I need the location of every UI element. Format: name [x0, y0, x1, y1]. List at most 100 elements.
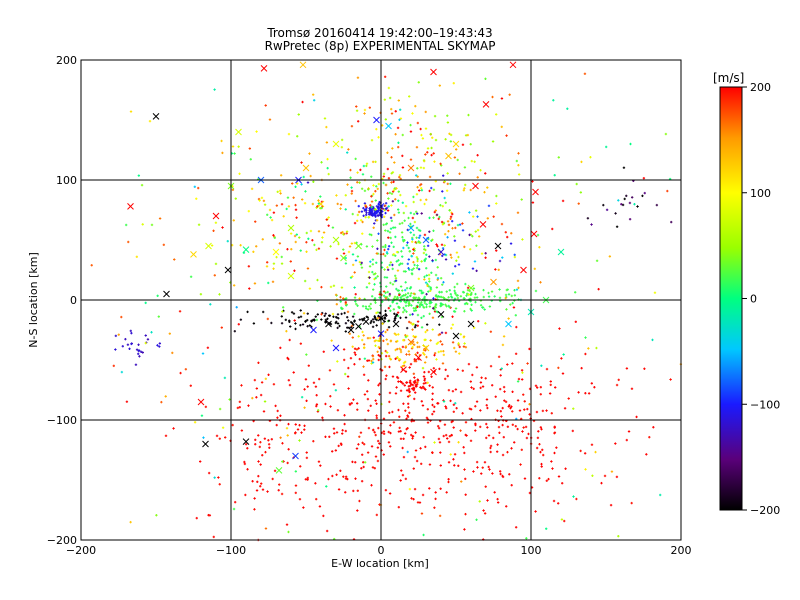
- data-point: [563, 407, 567, 410]
- data-point: [409, 158, 413, 161]
- data-point: [315, 403, 319, 406]
- data-point: [303, 424, 306, 427]
- data-point: [421, 366, 425, 370]
- data-point: [278, 189, 282, 193]
- data-point: [415, 193, 419, 196]
- data-point: [483, 308, 486, 311]
- data-point: [523, 400, 526, 403]
- data-point: [437, 437, 441, 441]
- data-point: [362, 346, 366, 350]
- data-point: [272, 262, 276, 265]
- data-point: [538, 477, 541, 480]
- data-point: [328, 435, 331, 439]
- data-point: [287, 205, 291, 208]
- data-point: [376, 459, 380, 463]
- data-point: [401, 255, 404, 258]
- data-point: [387, 247, 390, 251]
- data-point: [392, 188, 396, 192]
- data-point: [481, 306, 484, 309]
- data-point: [479, 409, 482, 412]
- data-point: [502, 435, 506, 439]
- data-point: [435, 243, 438, 246]
- data-point: [409, 294, 412, 297]
- data-point: [344, 321, 348, 325]
- data-point: [265, 261, 269, 264]
- cross-marker: [472, 182, 479, 190]
- data-point: [464, 493, 467, 496]
- data-point: [401, 201, 405, 204]
- data-point: [348, 402, 352, 406]
- data-point: [609, 503, 613, 507]
- data-point: [489, 330, 493, 333]
- data-point: [408, 353, 411, 356]
- data-point: [463, 451, 466, 455]
- data-point: [347, 250, 351, 254]
- data-point: [508, 93, 511, 96]
- data-point: [408, 394, 411, 397]
- data-point: [474, 422, 477, 425]
- data-point: [669, 378, 672, 381]
- data-point: [553, 426, 556, 429]
- data-point: [511, 301, 514, 305]
- data-point: [382, 294, 386, 297]
- data-point: [393, 226, 397, 229]
- data-point: [506, 288, 509, 291]
- data-point: [447, 296, 450, 299]
- data-point: [373, 315, 376, 318]
- data-point: [374, 199, 377, 202]
- data-point: [484, 485, 487, 488]
- data-point: [510, 483, 513, 487]
- data-point: [443, 180, 446, 183]
- data-point: [522, 426, 525, 429]
- data-point: [367, 211, 371, 215]
- data-point: [377, 345, 380, 349]
- data-point: [362, 365, 365, 368]
- data-point: [399, 285, 403, 288]
- data-point: [658, 493, 662, 497]
- data-point: [664, 132, 668, 136]
- data-point: [374, 189, 377, 193]
- data-point: [484, 77, 487, 81]
- data-point: [387, 441, 391, 444]
- data-point: [158, 217, 162, 220]
- data-point: [371, 466, 375, 469]
- data-point: [420, 187, 423, 190]
- data-point: [246, 468, 249, 471]
- data-point: [271, 280, 275, 283]
- data-point: [368, 336, 372, 340]
- data-point: [418, 183, 422, 187]
- data-point: [114, 334, 118, 338]
- data-point: [424, 248, 427, 252]
- data-point: [291, 182, 294, 185]
- data-point: [246, 447, 249, 450]
- cross-marker: [202, 440, 209, 448]
- data-point: [332, 383, 336, 386]
- data-point: [238, 405, 242, 409]
- data-point: [346, 310, 350, 314]
- data-point: [248, 147, 252, 150]
- data-point: [210, 244, 214, 247]
- data-point: [356, 120, 360, 123]
- data-point: [594, 450, 597, 454]
- data-point: [372, 357, 375, 361]
- data-point: [643, 191, 646, 195]
- data-point: [273, 236, 277, 240]
- data-point: [352, 398, 355, 401]
- data-point: [449, 217, 452, 221]
- data-point: [212, 229, 215, 232]
- data-point: [490, 290, 494, 293]
- data-point: [232, 507, 236, 511]
- data-point: [469, 248, 472, 251]
- data-point: [433, 160, 436, 163]
- data-point: [357, 443, 360, 446]
- data-point: [367, 215, 371, 219]
- data-point: [385, 374, 388, 377]
- data-point: [302, 175, 305, 179]
- data-point: [363, 108, 367, 112]
- data-point: [286, 356, 289, 360]
- data-point: [540, 364, 543, 367]
- data-point: [443, 377, 447, 381]
- data-point: [375, 416, 379, 420]
- data-point: [315, 404, 318, 408]
